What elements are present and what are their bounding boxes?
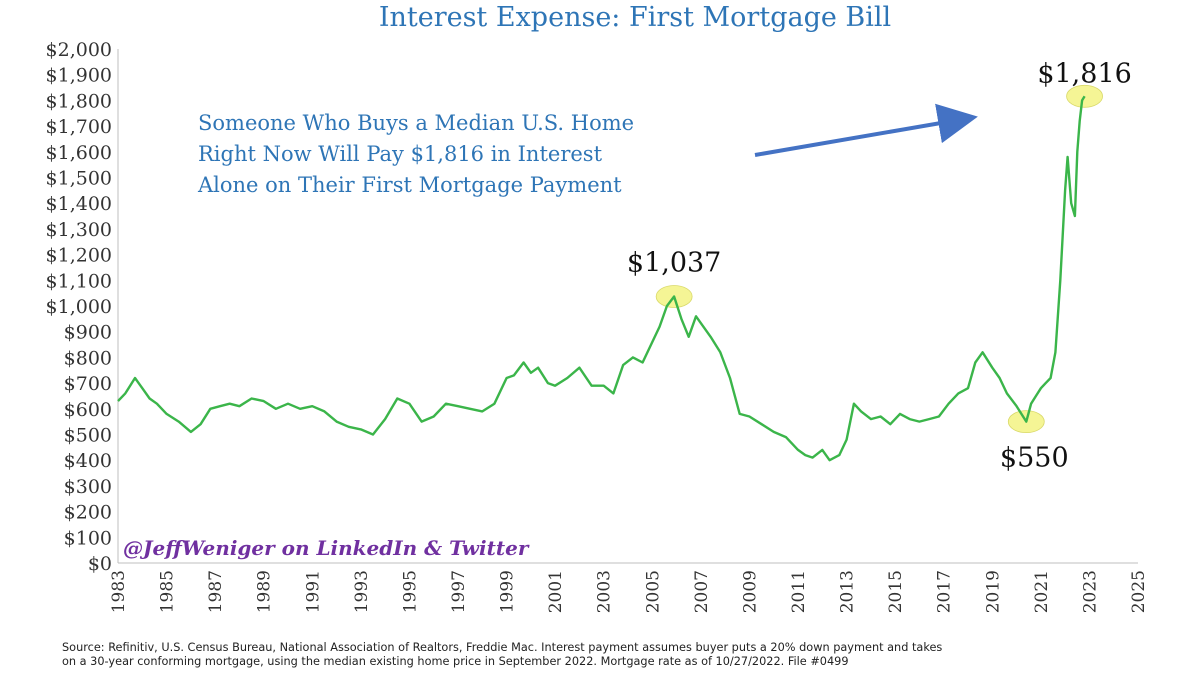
- y-tick-label: $0: [88, 553, 112, 575]
- x-tick-label: 2013: [838, 570, 858, 613]
- x-tick-label: 1989: [255, 570, 275, 613]
- y-tick-label: $600: [64, 399, 112, 421]
- callout-label: $1,816: [1037, 58, 1131, 89]
- axes: [117, 49, 1138, 564]
- y-tick-label: $700: [64, 373, 112, 395]
- chart-title: Interest Expense: First Mortgage Bill: [378, 2, 892, 33]
- y-tick-label: $1,700: [46, 116, 112, 138]
- y-tick-label: $1,600: [46, 142, 112, 164]
- annotation-line-1: Someone Who Buys a Median U.S. Home: [198, 111, 635, 135]
- series-group: [117, 95, 1086, 462]
- x-axis-ticks: 1983 1985 1987 1989 1991 1993 1995 1997 1999 2001…: [109, 570, 1149, 613]
- y-axis-ticks: $0 $100 $200 $300 $400 $500 $600 $700 $800 $900 $1…: [46, 39, 112, 575]
- series-line: [117, 95, 1086, 462]
- y-tick-label: $1,800: [46, 90, 112, 112]
- x-tick-label: 1999: [498, 570, 518, 613]
- callout-label: $1,037: [627, 247, 721, 278]
- x-tick-label: 2023: [1080, 570, 1100, 613]
- y-tick-label: $300: [64, 476, 112, 498]
- y-tick-label: $1,000: [46, 296, 112, 318]
- x-tick-label: 1985: [158, 570, 178, 613]
- y-tick-label: $1,100: [46, 270, 112, 292]
- y-tick-label: $200: [64, 502, 112, 524]
- x-tick-label: 2015: [886, 570, 906, 613]
- callout-label: $550: [1000, 443, 1069, 474]
- watermark-handle: @JeffWeniger on LinkedIn & Twitter: [123, 536, 529, 560]
- x-tick-label: 2021: [1032, 570, 1052, 613]
- x-tick-label: 1987: [206, 570, 226, 613]
- x-tick-label: 1993: [352, 570, 372, 613]
- x-tick-label: 2005: [643, 570, 663, 613]
- y-tick-label: $1,900: [46, 65, 112, 87]
- annotation-arrow: [754, 103, 978, 157]
- x-tick-label: 2009: [740, 570, 760, 613]
- source-note: Source: Refinitiv, U.S. Census Bureau, N…: [62, 641, 1172, 669]
- annotation-line-2: Right Now Will Pay $1,816 in Interest: [198, 142, 603, 166]
- x-tick-label: 2011: [789, 570, 809, 613]
- y-tick-label: $1,500: [46, 168, 112, 190]
- source-line-1: Source: Refinitiv, U.S. Census Bureau, N…: [62, 641, 943, 654]
- y-tick-label: $1,400: [46, 193, 112, 215]
- y-tick-label: $900: [64, 322, 112, 344]
- y-tick-label: $500: [64, 425, 112, 447]
- y-tick-label: $2,000: [46, 39, 112, 61]
- annotation-line-3: Alone on Their First Mortgage Payment: [198, 173, 622, 197]
- x-tick-label: 1983: [109, 570, 129, 613]
- x-tick-label: 2007: [692, 570, 712, 613]
- x-tick-label: 1995: [400, 570, 420, 613]
- y-tick-label: $100: [64, 527, 112, 549]
- x-tick-label: 2025: [1129, 570, 1149, 613]
- y-tick-label: $1,200: [46, 245, 112, 267]
- x-tick-label: 2001: [546, 570, 566, 613]
- x-tick-label: 1991: [303, 570, 323, 613]
- y-tick-label: $400: [64, 450, 112, 472]
- source-line-2: on a 30-year conforming mortgage, using …: [62, 655, 849, 668]
- value-callouts: $1,037 $550 $1,816: [627, 58, 1132, 473]
- x-tick-label: 2019: [983, 570, 1003, 613]
- x-tick-label: 2017: [935, 570, 955, 613]
- y-tick-label: $1,300: [46, 219, 112, 241]
- y-tick-label: $800: [64, 347, 112, 369]
- x-tick-label: 1997: [449, 570, 469, 613]
- x-tick-label: 2003: [595, 570, 615, 613]
- annotation-text: Someone Who Buys a Median U.S. Home Righ…: [198, 108, 778, 201]
